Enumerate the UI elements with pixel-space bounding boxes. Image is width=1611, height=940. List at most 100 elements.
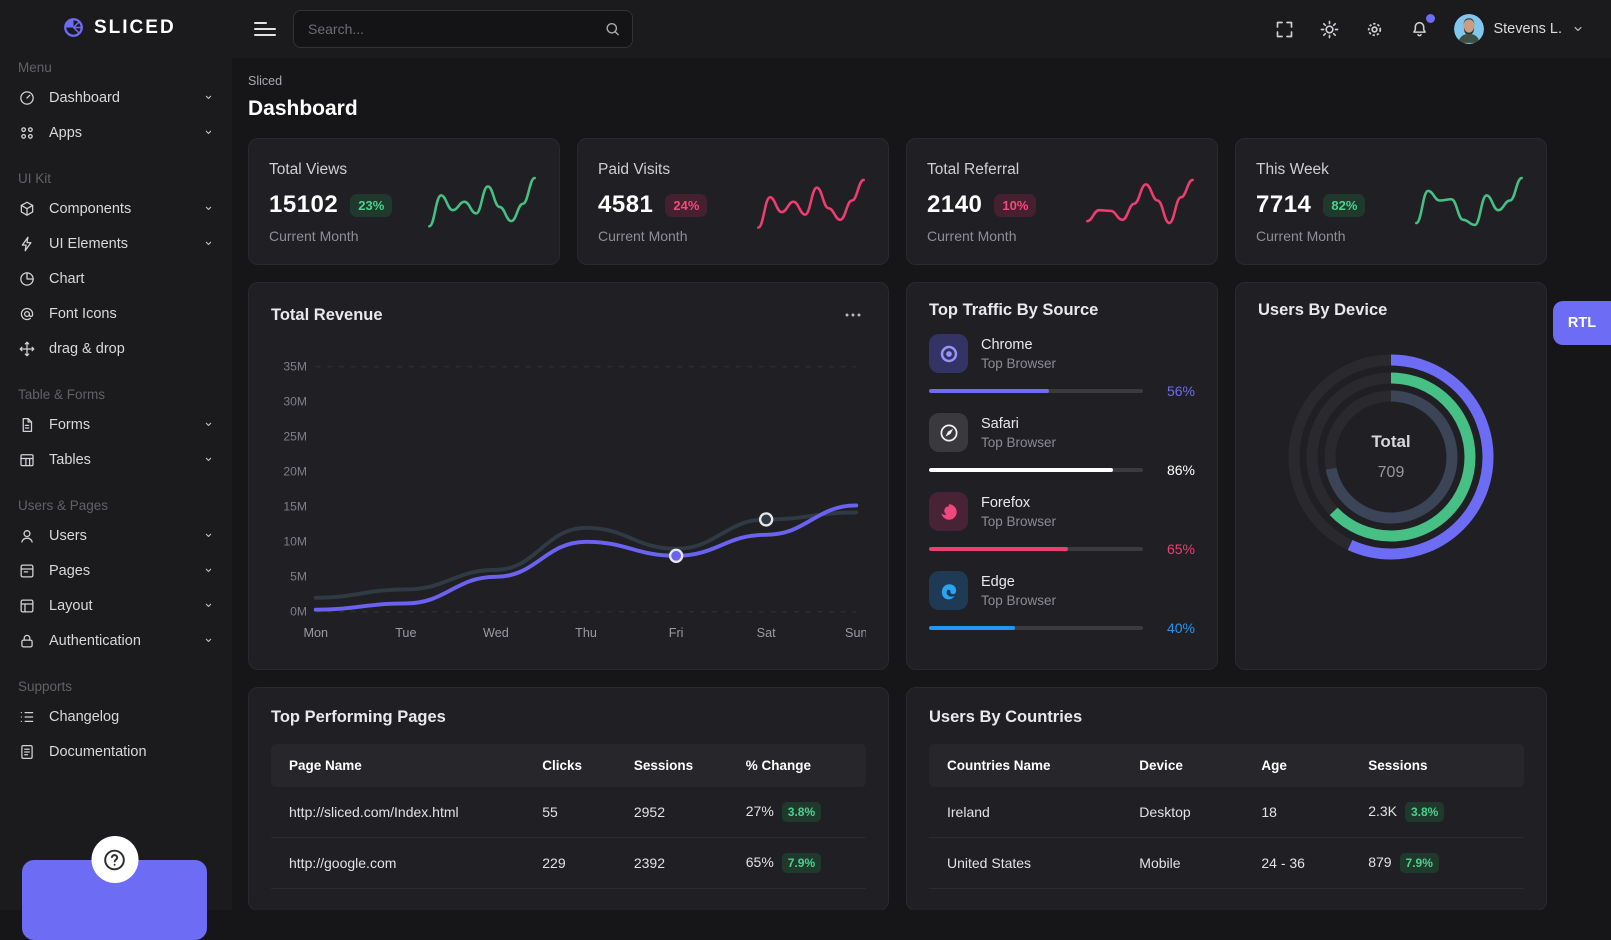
stat-card: Total Referral 2140 10% Current Month — [906, 138, 1218, 265]
stat-badge: 82% — [1323, 193, 1366, 217]
table-header-cell: Countries Name — [947, 758, 1051, 773]
sidebar-item-users[interactable]: Users — [0, 518, 232, 553]
card-title: Total Revenue — [271, 305, 383, 324]
sidebar-item-drag-drop[interactable]: drag & drop — [0, 331, 232, 366]
edge-browser-icon — [929, 571, 968, 610]
table-row: http://google.com 229 2392 65% 7.9% — [271, 837, 866, 889]
sidebar-item-label: Apps — [49, 124, 83, 141]
sidebar-item-label: drag & drop — [49, 340, 125, 357]
user-menu[interactable]: Stevens L. — [1454, 14, 1585, 44]
traffic-item-header: Edge Top Browser — [929, 571, 1195, 610]
traffic-list: Chrome Top Browser 56% Safari Top Browser 86%… — [929, 334, 1195, 636]
table-cell: 55 — [530, 787, 622, 838]
svg-text:Wed: Wed — [483, 626, 509, 640]
sidebar-item-label: Pages — [49, 562, 91, 579]
progress-bar — [929, 389, 1143, 393]
move-icon — [18, 340, 36, 358]
menu-toggle-button[interactable] — [250, 18, 280, 40]
svg-text:20M: 20M — [283, 465, 307, 479]
table-header-cell: Page Name — [289, 758, 362, 773]
sidebar-item-label: Authentication — [49, 632, 141, 649]
stat-card: This Week 7714 82% Current Month — [1235, 138, 1547, 265]
sidebar-item-pages[interactable]: Pages — [0, 553, 232, 588]
settings-button[interactable] — [1364, 17, 1388, 41]
sidebar-item-layout[interactable]: Layout — [0, 588, 232, 623]
chevron-down-icon — [201, 417, 216, 432]
table-cell: http://google.com — [271, 837, 531, 889]
sidebar-item-documentation[interactable]: Documentation — [0, 734, 232, 769]
svg-text:35M: 35M — [283, 360, 307, 374]
progress-bar — [929, 626, 1143, 630]
browser-subtitle: Top Browser — [981, 355, 1057, 371]
traffic-item-header: Safari Top Browser — [929, 413, 1195, 452]
sidebar-section-label: Users & Pages — [18, 498, 109, 513]
table-header-row: Page Name Clicks Sessions % Change — [271, 744, 866, 787]
fullscreen-button[interactable] — [1274, 17, 1298, 41]
traffic-item: Forefox Top Browser 65% — [929, 492, 1195, 557]
pages-icon — [18, 562, 36, 580]
sidebar-item-label: Dashboard — [49, 89, 120, 106]
progress-fill — [929, 626, 1015, 630]
traffic-item: Chrome Top Browser 56% — [929, 334, 1195, 399]
change-badge: 7.9% — [1399, 853, 1439, 873]
sidebar-item-chart[interactable]: Chart — [0, 261, 232, 296]
help-button[interactable] — [91, 836, 138, 883]
hamburger-icon — [254, 22, 267, 24]
table-row: Ireland Desktop 18 2.3K 3.8% — [929, 787, 1524, 838]
chevron-down-icon — [201, 452, 216, 467]
sidebar-nav: Menu Dashboard Apps UI Kit Components UI Elem… — [0, 60, 232, 769]
progress-fill — [929, 468, 1114, 472]
sidebar-item-ui-elements[interactable]: UI Elements — [0, 226, 232, 261]
sidebar-item-tables[interactable]: Tables — [0, 442, 232, 477]
sidebar-item-apps[interactable]: Apps — [0, 115, 232, 150]
table-cell: 879 7.9% — [1356, 837, 1524, 889]
table-cell: Desktop — [1127, 787, 1250, 838]
change-badge: 7.9% — [781, 853, 822, 873]
logo-text: SLICED — [94, 16, 176, 38]
theme-toggle-button[interactable] — [1319, 17, 1343, 41]
countries-table: Countries Name Device Age Sessions Ireland De… — [907, 744, 1546, 889]
svg-text:Tue: Tue — [395, 626, 416, 640]
svg-text:0M: 0M — [290, 605, 307, 619]
change-badge: 3.8% — [781, 802, 822, 822]
card-title: Top Performing Pages — [271, 708, 446, 726]
stat-value: 4581 — [598, 191, 654, 218]
stat-title: This Week — [1256, 161, 1329, 178]
card-title: Top Traffic By Source — [929, 301, 1099, 319]
sidebar-item-font-icons[interactable]: Font Icons — [0, 296, 232, 331]
browser-subtitle: Top Browser — [981, 434, 1057, 450]
progress-fill — [929, 389, 1049, 393]
stat-cards-row: Total Views 15102 23% Current Month Paid Vis… — [248, 138, 1547, 265]
svg-text:30M: 30M — [283, 395, 307, 409]
sidebar-item-changelog[interactable]: Changelog — [0, 699, 232, 734]
notifications-button[interactable] — [1409, 14, 1436, 41]
chevron-down-icon — [201, 598, 216, 613]
stat-value-row: 7714 82% — [1256, 191, 1526, 219]
sidebar-item-dashboard[interactable]: Dashboard — [0, 80, 232, 115]
sidebar-item-components[interactable]: Components — [0, 191, 232, 226]
table-header-cell: Sessions — [1368, 758, 1428, 773]
table-cell: 229 — [530, 837, 622, 889]
sidebar-item-forms[interactable]: Forms — [0, 407, 232, 442]
user-icon — [18, 527, 36, 545]
browser-name: Safari — [981, 415, 1019, 432]
chrome-browser-icon — [929, 334, 968, 373]
sidebar-promo-card — [22, 836, 207, 940]
progress-row: 56% — [929, 383, 1195, 399]
svg-text:Mon: Mon — [303, 626, 328, 640]
app-logo[interactable]: SLICED — [0, 0, 232, 39]
question-mark-icon — [102, 847, 128, 873]
at-icon — [18, 305, 36, 323]
sidebar-item-authentication[interactable]: Authentication — [0, 623, 232, 658]
stat-card: Paid Visits 4581 24% Current Month — [577, 138, 889, 265]
stat-caption: Current Month — [269, 228, 359, 244]
more-options-button[interactable] — [842, 303, 866, 327]
logo-icon — [62, 16, 85, 39]
stat-value: 2140 — [927, 191, 983, 218]
sidebar-item-label: Font Icons — [49, 305, 117, 322]
search-input[interactable] — [293, 10, 633, 48]
svg-text:10M: 10M — [283, 535, 307, 549]
lightning-icon — [18, 235, 36, 253]
stat-caption: Current Month — [1256, 228, 1346, 244]
rtl-button[interactable]: RTL — [1553, 301, 1611, 345]
